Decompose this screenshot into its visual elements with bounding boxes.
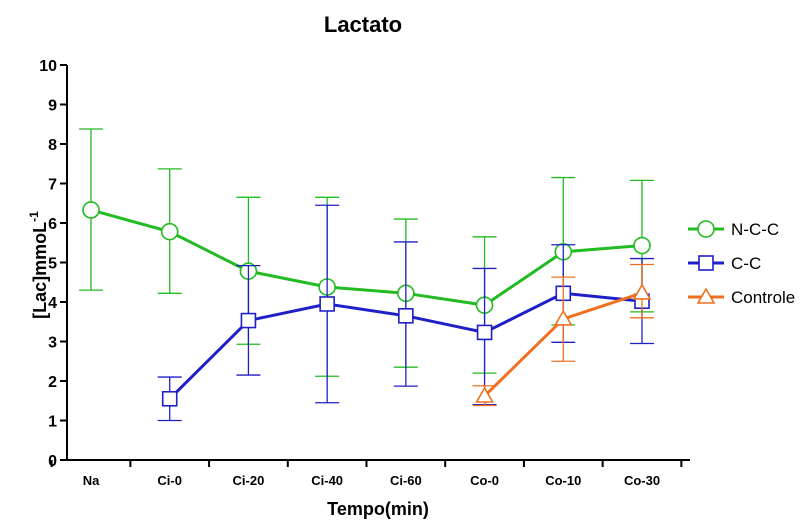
- y-axis-title-main: [Lac]mmoL: [30, 222, 50, 319]
- series-line: [90, 208, 643, 307]
- data-point: [553, 309, 573, 326]
- series-layer: [79, 128, 654, 422]
- legend-label: C-C: [731, 254, 761, 273]
- y-tick-label: 1: [48, 414, 57, 431]
- y-tick-label: 6: [48, 216, 57, 233]
- axes: 012345678910NaCi-0Ci-20Ci-40Ci-60Co-0Co-…: [39, 58, 690, 488]
- legend-label: Controle: [731, 288, 795, 307]
- series-n-c-c: [79, 128, 654, 377]
- data-point: [82, 201, 100, 219]
- legend-marker: [698, 255, 714, 271]
- legend-marker: [697, 220, 715, 238]
- data-point: [319, 296, 335, 312]
- x-tick-label: Ci-0: [157, 473, 182, 488]
- legend-item: C-C: [688, 254, 761, 273]
- y-tick-label: 2: [48, 374, 57, 391]
- x-tick-label: Co-30: [624, 473, 660, 488]
- legend-marker: [696, 287, 716, 304]
- x-axis-title: Tempo(min): [327, 499, 429, 519]
- data-point: [475, 386, 494, 403]
- y-tick-label: 8: [48, 137, 57, 154]
- series-controle: [472, 263, 654, 407]
- data-point: [161, 390, 178, 407]
- legend-item: N-C-C: [688, 220, 779, 239]
- y-tick-label: 4: [48, 295, 57, 312]
- data-point: [160, 222, 179, 241]
- data-point: [398, 308, 414, 324]
- x-tick-label: Ci-20: [233, 473, 265, 488]
- data-point: [476, 324, 493, 341]
- data-point: [632, 283, 652, 300]
- y-axis-title: [Lac]mmoL-1: [27, 211, 50, 319]
- y-tick-label: 5: [48, 256, 57, 273]
- x-tick-label: Ci-40: [311, 473, 343, 488]
- x-tick-label: Ci-60: [390, 473, 422, 488]
- legend-label: N-C-C: [731, 220, 779, 239]
- y-tick-label: 10: [39, 58, 57, 75]
- y-axis-title-superscript: -1: [27, 211, 41, 222]
- chart-title: Lactato: [324, 12, 402, 37]
- data-point: [240, 312, 257, 329]
- y-tick-label: 9: [48, 98, 57, 115]
- x-tick-label: Co-0: [470, 473, 499, 488]
- legend-item: Controle: [688, 287, 795, 307]
- x-tick-label: Na: [83, 473, 100, 488]
- data-point: [633, 236, 651, 255]
- legend: N-C-C C-C Controle: [688, 220, 795, 307]
- x-tick-label: Co-10: [545, 473, 581, 488]
- y-tick-label: 3: [48, 335, 57, 352]
- y-tick-label: 7: [48, 177, 57, 194]
